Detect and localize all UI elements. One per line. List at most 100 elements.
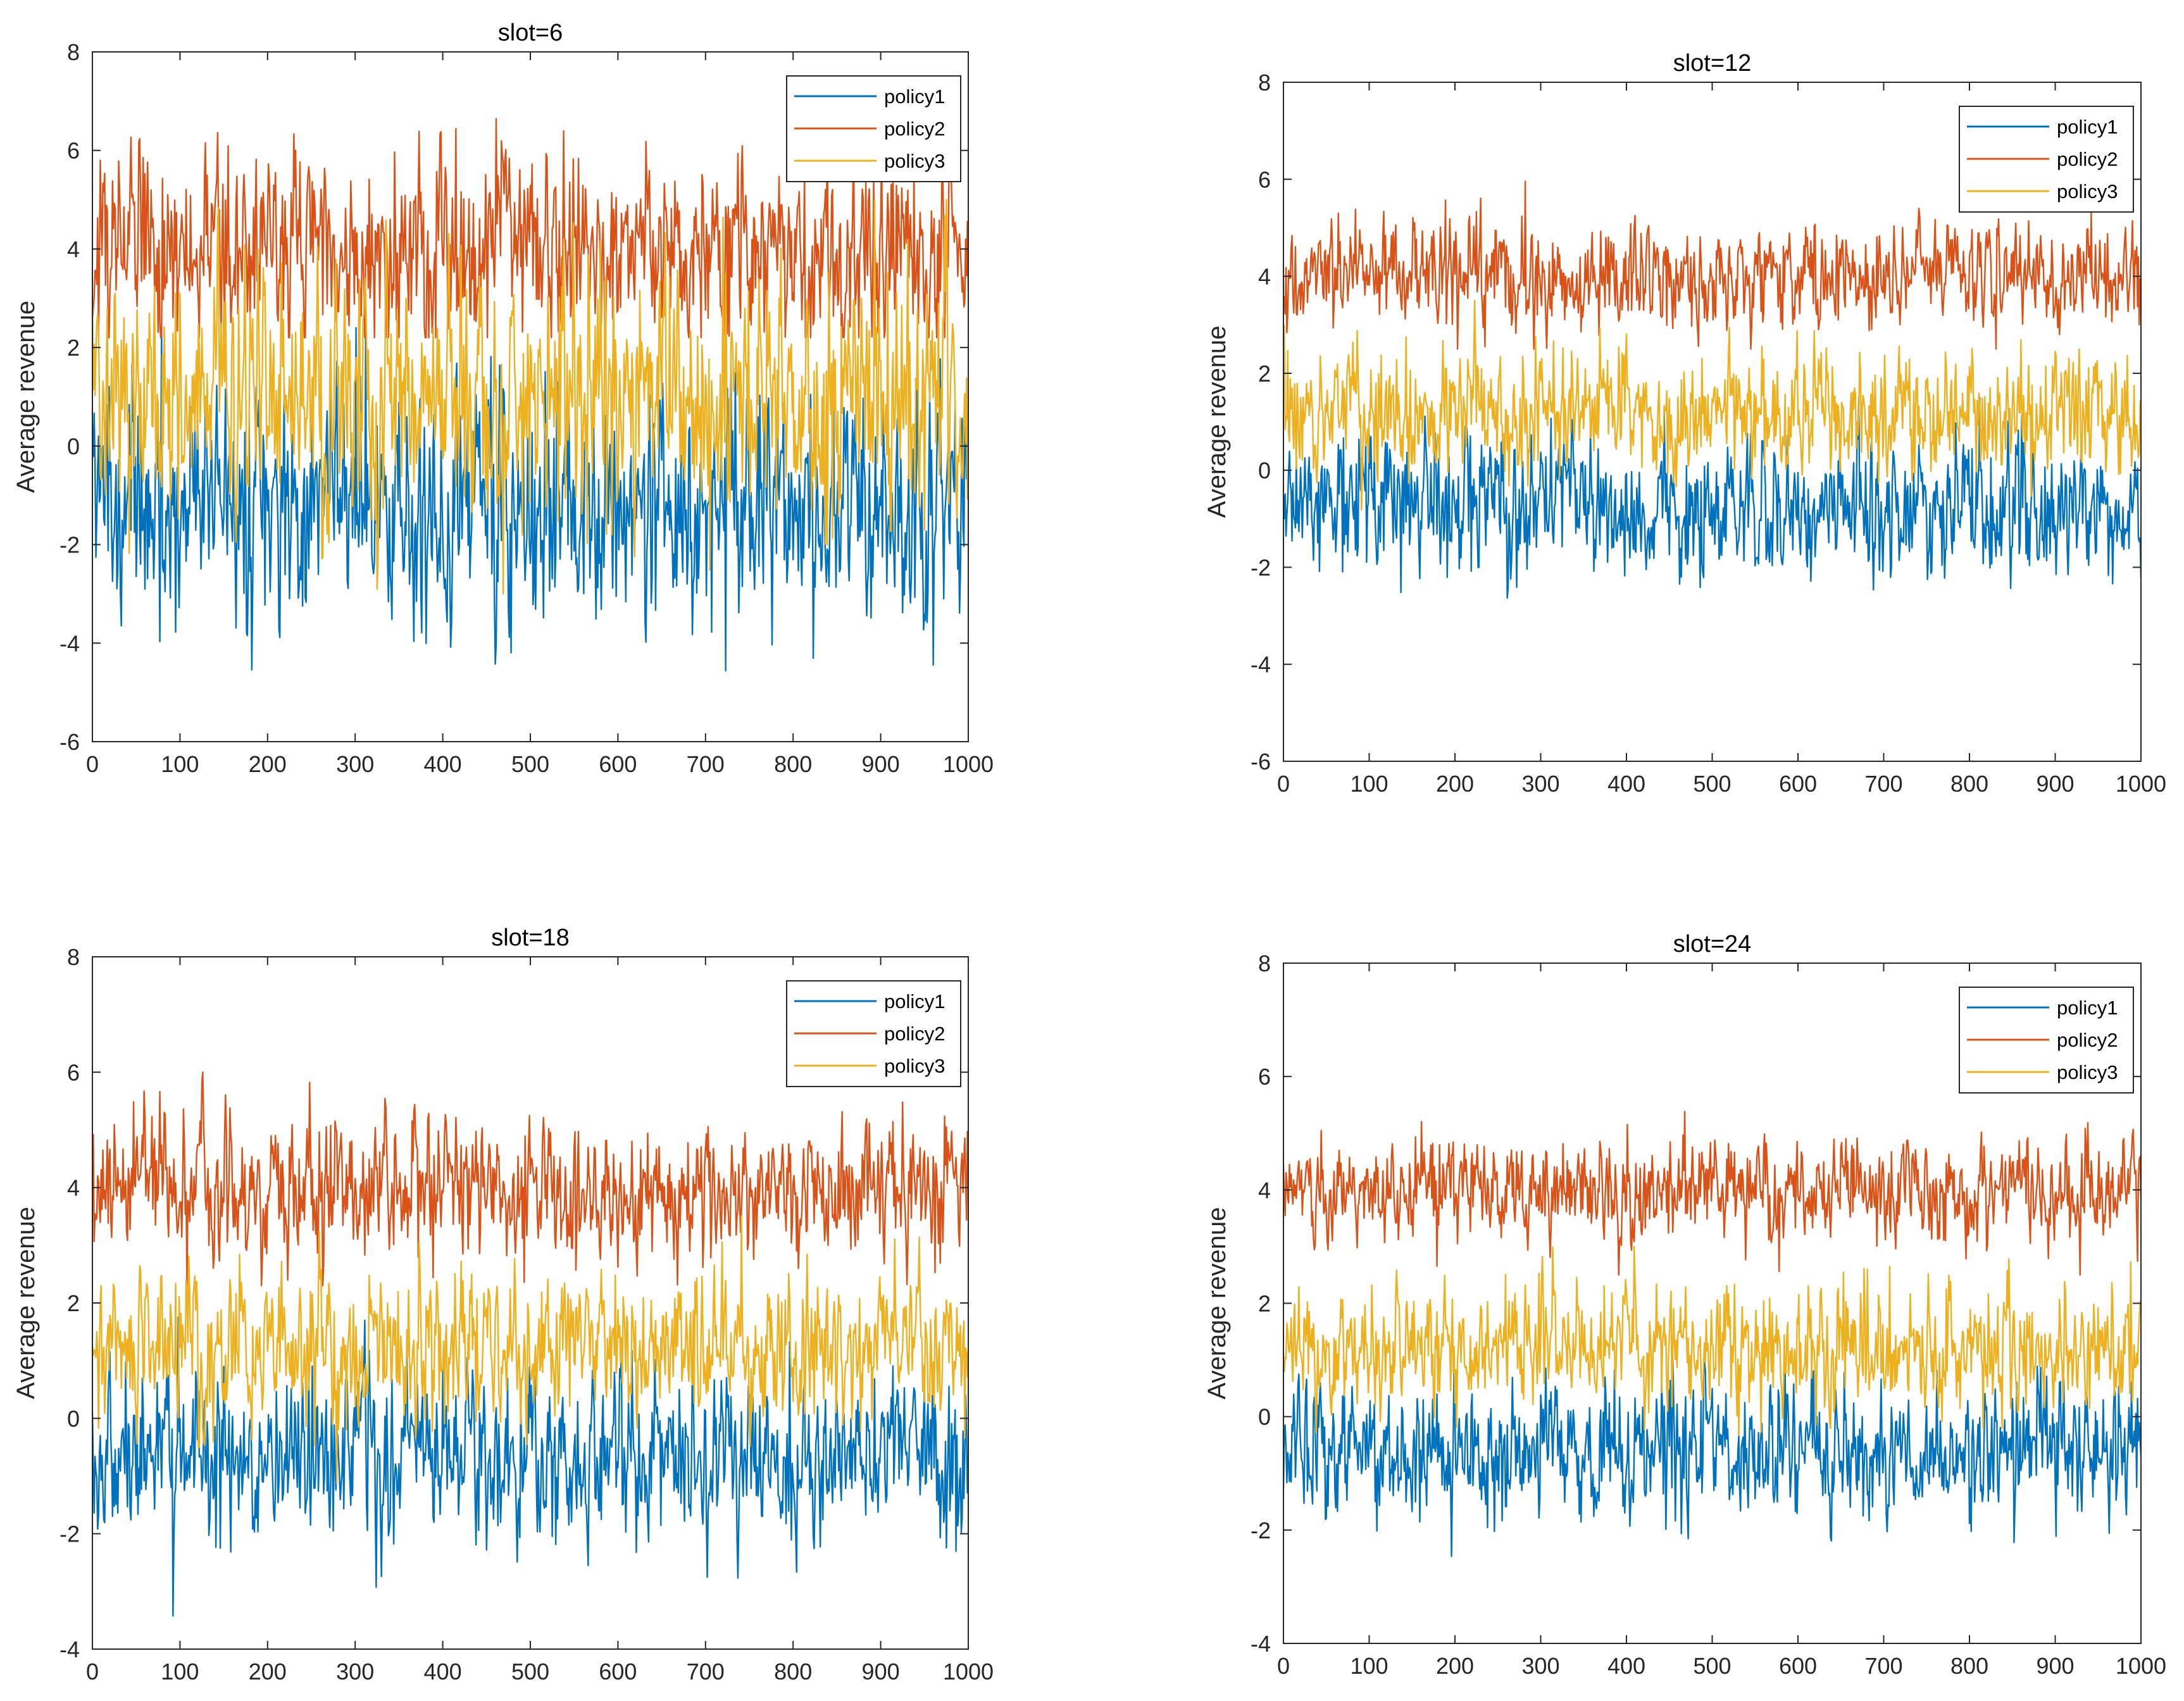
y-axis-label: Average revenue <box>12 301 40 493</box>
x-tick-label: 1000 <box>2116 771 2166 797</box>
legend-label-policy3: policy3 <box>2057 1061 2118 1083</box>
x-tick-label: 100 <box>161 1659 199 1685</box>
y-tick-label: 4 <box>67 1175 80 1201</box>
legend-label-policy3: policy3 <box>884 1055 945 1077</box>
x-tick-label: 400 <box>1607 1653 1645 1679</box>
y-tick-label: 6 <box>67 1059 80 1085</box>
x-tick-label: 200 <box>1436 771 1474 797</box>
series-line-policy2 <box>1283 180 2141 350</box>
series-line-policy1 <box>92 1316 968 1617</box>
legend-label-policy2: policy2 <box>2057 1029 2118 1051</box>
x-tick-label: 0 <box>1277 1653 1290 1679</box>
x-tick-label: 500 <box>1693 1653 1731 1679</box>
chart-title: slot=18 <box>491 925 570 951</box>
series-line-policy3 <box>92 1216 968 1485</box>
series-line-policy1 <box>1283 396 2141 599</box>
x-tick-label: 100 <box>1350 1653 1388 1679</box>
y-tick-label: -4 <box>1251 652 1271 678</box>
x-tick-label: 200 <box>249 1659 287 1685</box>
y-tick-label: 4 <box>1258 1177 1271 1203</box>
y-axis-label: Average revenue <box>12 1207 40 1399</box>
x-tick-label: 900 <box>862 1659 900 1685</box>
y-tick-label: 6 <box>1258 166 1271 192</box>
x-tick-label: 0 <box>1277 771 1290 797</box>
series-group <box>92 1071 968 1617</box>
x-tick-label: 300 <box>1521 1653 1559 1679</box>
x-tick-label: 400 <box>424 1659 462 1685</box>
legend-label-policy1: policy1 <box>2057 116 2118 138</box>
x-tick-label: 800 <box>1950 1653 1988 1679</box>
x-tick-label: 600 <box>599 751 637 777</box>
x-tick-label: 100 <box>1350 771 1388 797</box>
x-tick-label: 900 <box>2036 771 2074 797</box>
y-tick-label: -2 <box>1251 554 1271 580</box>
series-line-policy1 <box>92 327 968 672</box>
x-tick-label: 900 <box>2036 1653 2074 1679</box>
series-line-policy2 <box>1283 1111 2141 1276</box>
x-tick-label: 500 <box>511 1659 549 1685</box>
legend-label-policy3: policy3 <box>884 150 945 172</box>
x-tick-label: 800 <box>774 1659 812 1685</box>
series-line-policy3 <box>1283 1245 2141 1436</box>
x-tick-label: 0 <box>86 1659 99 1685</box>
y-tick-label: 0 <box>67 1405 80 1431</box>
legend-label-policy3: policy3 <box>2057 180 2118 202</box>
y-tick-label: 6 <box>67 138 80 164</box>
legend-label-policy2: policy2 <box>884 118 945 140</box>
x-tick-label: 200 <box>249 751 287 777</box>
x-tick-label: 700 <box>687 751 725 777</box>
legend-label-policy1: policy1 <box>884 85 945 108</box>
chart-2: 0 100 200 300 400 500 600 700 800 900 1000 -6 -4 -2 0 2… <box>1203 50 2166 797</box>
y-tick-label: 0 <box>1258 458 1271 483</box>
x-tick-label: 700 <box>687 1659 725 1685</box>
x-tick-label: 600 <box>599 1659 637 1685</box>
y-axis-label: Average revenue <box>1203 1207 1231 1400</box>
chart-title: slot=6 <box>498 20 563 46</box>
legend: policy1 policy2 policy3 <box>786 980 961 1087</box>
x-tick-label: 300 <box>1521 771 1559 797</box>
y-tick-label: -2 <box>59 532 80 558</box>
y-tick-label: 8 <box>1258 70 1271 96</box>
x-tick-label: 500 <box>1693 771 1731 797</box>
y-tick-label: -4 <box>59 1636 80 1662</box>
y-tick-label: 4 <box>1258 264 1271 290</box>
series-group <box>1283 1111 2141 1557</box>
legend-label-policy1: policy1 <box>884 990 945 1012</box>
y-axis-label: Average revenue <box>1203 326 1231 518</box>
x-tick-label: 800 <box>1950 771 1988 797</box>
chart-4: 0 100 200 300 400 500 600 700 800 900 1000 -4 -2 0 2 4 6… <box>1203 931 2166 1679</box>
y-tick-label: -2 <box>59 1521 80 1547</box>
y-tick-label: 4 <box>67 236 80 262</box>
legend: policy1 policy2 policy3 <box>1959 987 2134 1094</box>
x-tick-label: 1000 <box>2116 1653 2166 1679</box>
chart-title: slot=12 <box>1673 50 1752 77</box>
series-line-policy3 <box>92 199 968 595</box>
series-group <box>1283 180 2141 599</box>
x-tick-label: 900 <box>862 751 900 777</box>
chart-3: 0 100 200 300 400 500 600 700 800 900 1000 -4 -2 0 2 4 6… <box>12 925 994 1685</box>
x-tick-label: 1000 <box>943 751 994 777</box>
y-tick-label: 8 <box>67 39 80 65</box>
x-tick-label: 600 <box>1779 771 1817 797</box>
y-tick-label: 8 <box>67 944 80 970</box>
legend-label-policy1: policy1 <box>2057 997 2118 1019</box>
x-tick-label: 400 <box>1607 771 1645 797</box>
series-line-policy1 <box>1283 1357 2141 1557</box>
x-tick-label: 100 <box>161 751 199 777</box>
y-tick-label: -6 <box>1251 749 1271 775</box>
x-tick-label: 1000 <box>943 1659 994 1685</box>
x-tick-label: 200 <box>1436 1653 1474 1679</box>
series-line-policy3 <box>1283 299 2141 511</box>
y-tick-label: 0 <box>67 433 80 459</box>
x-tick-label: 800 <box>774 751 812 777</box>
x-tick-label: 700 <box>1864 771 1902 797</box>
x-tick-label: 400 <box>424 751 462 777</box>
x-tick-label: 600 <box>1779 1653 1817 1679</box>
legend-label-policy2: policy2 <box>2057 148 2118 170</box>
y-tick-label: 2 <box>1258 361 1271 387</box>
x-tick-label: 0 <box>86 751 99 777</box>
series-group <box>92 118 968 672</box>
y-tick-label: 0 <box>1258 1404 1271 1430</box>
x-tick-label: 300 <box>336 751 374 777</box>
